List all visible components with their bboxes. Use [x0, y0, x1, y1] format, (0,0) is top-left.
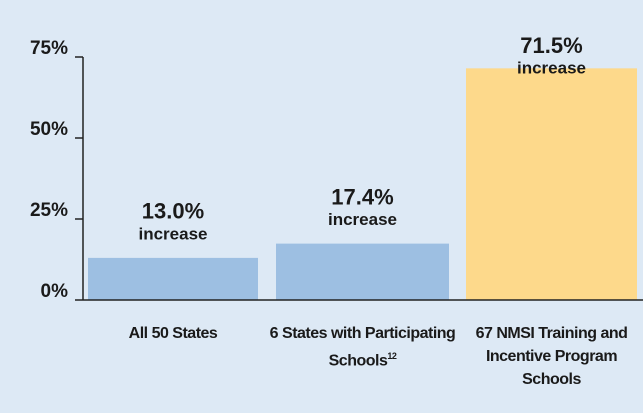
x-tick-label: 67 NMSI Training and Incentive Program S… — [458, 322, 643, 391]
bar — [88, 257, 258, 300]
value-label: 71.5% — [520, 33, 582, 58]
y-tick-label: 75% — [30, 38, 68, 59]
y-tick-label: 0% — [41, 281, 69, 302]
y-tick-label: 50% — [30, 119, 68, 140]
value-label: 13.0% — [142, 199, 204, 224]
category-text: 6 States with Participating Schools — [269, 325, 456, 370]
value-annotation: increase — [139, 224, 208, 243]
bar — [276, 243, 449, 300]
category-text: 67 NMSI Training and Incentive Program S… — [475, 325, 628, 388]
bar — [466, 68, 637, 300]
x-tick-label: 6 States with Participating Schools12 — [268, 322, 457, 372]
value-label: 17.4% — [331, 184, 393, 209]
value-annotation: increase — [517, 58, 586, 77]
footnote-marker: 12 — [387, 351, 397, 361]
x-tick-label: All 50 States — [80, 322, 266, 345]
category-text: All 50 States — [128, 325, 218, 342]
value-annotation: increase — [328, 210, 397, 229]
y-tick-label: 25% — [30, 200, 68, 221]
